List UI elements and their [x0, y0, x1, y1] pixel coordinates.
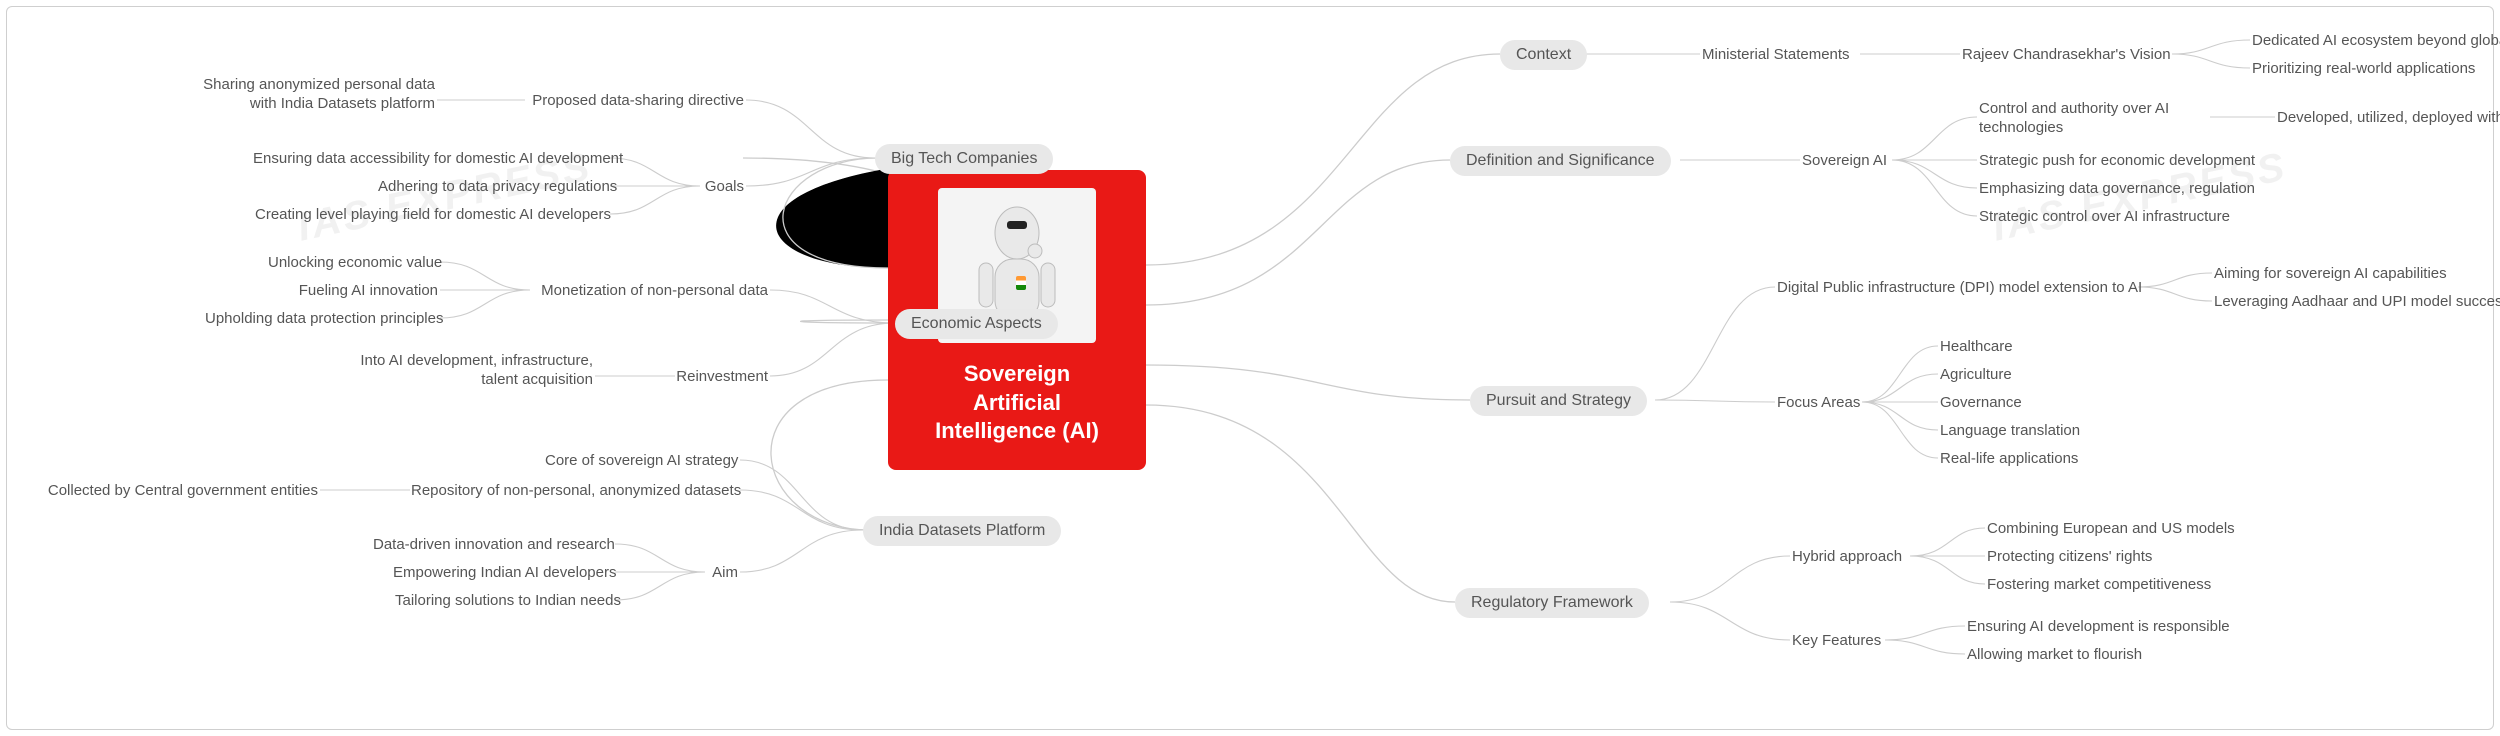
branch-economic: Economic Aspects [895, 309, 1058, 339]
leaf: Governance [1940, 394, 2022, 413]
leaf: Strategic push for economic development [1979, 152, 2255, 171]
leaf: Agriculture [1940, 366, 2012, 385]
leaf: Dedicated AI ecosystem beyond global pla… [2252, 32, 2500, 51]
branch-bigtech: Big Tech Companies [875, 144, 1053, 174]
leaf: Aiming for sovereign AI capabilities [2214, 265, 2447, 284]
central-title: Sovereign Artificial Intelligence (AI) [888, 360, 1146, 446]
node-aim: Aim [705, 564, 738, 583]
node-dpi: Digital Public infrastructure (DPI) mode… [1777, 279, 2142, 298]
leaf: Ensuring AI development is responsible [1967, 618, 2230, 637]
node-ministerial: Ministerial Statements [1702, 46, 1850, 65]
node-key-features: Key Features [1792, 632, 1881, 651]
leaf: Upholding data protection principles [205, 310, 438, 329]
leaf: Core of sovereign AI strategy [545, 452, 738, 471]
branch-datasets: India Datasets Platform [863, 516, 1061, 546]
leaf: Leveraging Aadhaar and UPI model success [2214, 293, 2500, 312]
central-title-line: Intelligence (AI) [888, 417, 1146, 446]
leaf: Prioritizing real-world applications [2252, 60, 2475, 79]
leaf: Real-life applications [1940, 450, 2078, 469]
node-proposed: Proposed data-sharing directive [526, 92, 744, 111]
leaf: Control and authority over AI technologi… [1979, 100, 2204, 138]
central-title-line: Sovereign [888, 360, 1146, 389]
branch-pursuit: Pursuit and Strategy [1470, 386, 1647, 416]
leaf: Adhering to data privacy regulations [378, 178, 608, 197]
leaf: Language translation [1940, 422, 2080, 441]
node-monetization: Monetization of non-personal data [531, 282, 768, 301]
leaf: Into AI development, infrastructure, tal… [330, 352, 593, 390]
leaf: Ensuring data accessibility for domestic… [253, 150, 608, 169]
node-repository: Repository of non-personal, anonymized d… [411, 482, 738, 501]
leaf: Data-driven innovation and research [373, 536, 613, 555]
central-title-line: Artificial [888, 389, 1146, 418]
leaf: Emphasizing data governance, regulation [1979, 180, 2255, 199]
leaf: Healthcare [1940, 338, 2013, 357]
leaf: Protecting citizens' rights [1987, 548, 2152, 567]
leaf: Developed, utilized, deployed within Ind… [2277, 109, 2500, 128]
leaf: Creating level playing field for domesti… [255, 206, 608, 225]
node-sovereign-ai: Sovereign AI [1802, 152, 1887, 171]
leaf: Fostering market competitiveness [1987, 576, 2211, 595]
leaf: Strategic control over AI infrastructure [1979, 208, 2230, 227]
node-reinvestment: Reinvestment [675, 368, 768, 387]
leaf: Sharing anonymized personal data with In… [175, 76, 435, 114]
node-rajeev: Rajeev Chandrasekhar's Vision [1962, 46, 2171, 65]
branch-context: Context [1500, 40, 1587, 70]
node-goals: Goals [700, 178, 744, 197]
leaf: Allowing market to flourish [1967, 646, 2142, 665]
leaf: Empowering Indian AI developers [393, 564, 613, 583]
leaf: Combining European and US models [1987, 520, 2235, 539]
leaf: Collected by Central government entities [40, 482, 318, 501]
node-focus-areas: Focus Areas [1777, 394, 1860, 413]
leaf: Tailoring solutions to Indian needs [395, 592, 613, 611]
leaf: Unlocking economic value [268, 254, 438, 273]
node-hybrid: Hybrid approach [1792, 548, 1902, 567]
branch-regulatory: Regulatory Framework [1455, 588, 1649, 618]
leaf: Fueling AI innovation [298, 282, 438, 301]
branch-definition: Definition and Significance [1450, 146, 1671, 176]
